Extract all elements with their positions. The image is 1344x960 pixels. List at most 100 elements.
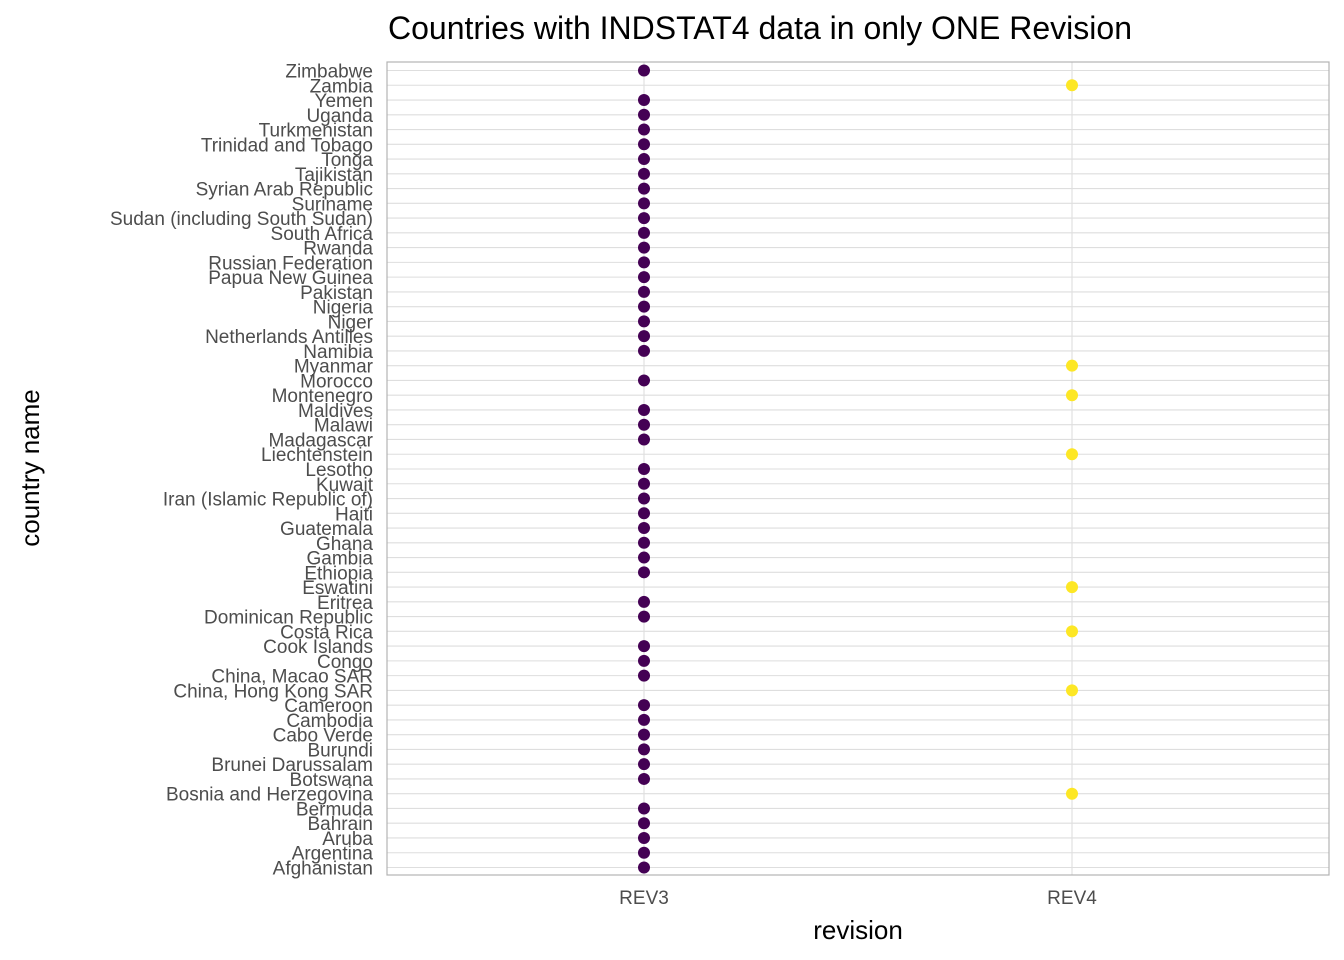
panel-border [386,61,1330,876]
data-points [638,64,1078,874]
data-point-rev3 [638,772,650,785]
data-point-rev4 [1066,581,1078,594]
y-tick-label: Gambia [306,549,373,570]
y-tick-label: Argentina [292,844,374,865]
x-axis-title: revision [813,915,903,945]
y-tick-labels: AfghanistanArgentinaArubaBahrainBermudaB… [110,62,374,880]
y-tick-label: Russian Federation [208,253,373,274]
data-point-rev3 [638,226,650,239]
data-point-rev3 [638,743,650,756]
data-point-rev4 [1066,359,1078,372]
y-axis-title: country name [15,389,45,547]
x-tick-label: REV4 [1047,888,1097,909]
data-point-rev3 [638,522,650,535]
y-tick-label: Syrian Arab Republic [196,180,373,201]
y-tick-label: Madagascar [268,430,373,451]
data-point-rev3 [638,256,650,269]
y-tick-label: Uganda [306,106,373,127]
y-tick-label: Afghanistan [273,859,373,880]
y-tick-label: Ghana [316,534,373,555]
y-tick-label: Morocco [300,371,373,392]
y-tick-label: Brunei Darussalam [211,755,373,776]
data-point-rev3 [638,182,650,195]
y-tick-label: Kuwait [316,475,374,496]
data-point-rev4 [1066,787,1078,800]
y-tick-label: China, Hong Kong SAR [173,681,373,702]
y-tick-label: Trinidad and Tobago [201,135,373,156]
y-tick-label: Lesotho [305,460,373,481]
y-tick-label: Bahrain [308,814,374,835]
data-point-rev3 [638,418,650,431]
data-point-rev3 [638,831,650,844]
data-point-rev3 [638,167,650,180]
y-tick-label: Montenegro [272,386,373,407]
y-tick-label: Bosnia and Herzegovina [166,785,373,806]
y-tick-label: Sudan (including South Sudan) [110,209,373,230]
data-point-rev4 [1066,684,1078,697]
y-tick-label: Burundi [308,740,374,761]
data-point-rev3 [638,654,650,667]
y-tick-label: Botswana [290,770,374,791]
data-point-rev3 [638,566,650,579]
data-point-rev4 [1066,625,1078,638]
y-tick-label: Maldives [298,401,373,422]
data-point-rev3 [638,802,650,815]
y-tick-label: Namibia [303,342,373,363]
data-point-rev3 [638,330,650,343]
data-point-rev3 [638,433,650,446]
data-point-rev3 [638,728,650,741]
data-point-rev3 [638,315,650,328]
data-point-rev3 [638,344,650,357]
data-point-rev3 [638,492,650,505]
data-point-rev3 [638,669,650,682]
data-point-rev3 [638,536,650,549]
data-point-rev3 [638,610,650,623]
data-point-rev3 [638,817,650,830]
data-point-rev3 [638,212,650,225]
y-tick-label: Congo [317,652,373,673]
y-tick-label: Cameroon [284,696,373,717]
data-point-rev3 [638,138,650,151]
y-tick-label: Iran (Islamic Republic of) [163,490,373,511]
y-tick-label: Pakistan [300,283,373,304]
y-tick-label: Cambodia [286,711,373,732]
data-point-rev3 [638,374,650,387]
y-tick-label: Cabo Verde [273,726,373,747]
data-point-rev3 [638,758,650,771]
grid-layer [387,62,1329,875]
data-point-rev3 [638,846,650,859]
data-point-rev3 [638,108,650,121]
y-tick-label: Niger [328,312,374,333]
data-point-rev3 [638,507,650,520]
data-point-rev3 [638,861,650,874]
x-tick-labels: REV3 REV4 [619,888,1097,909]
y-tick-label: Ethiopia [304,563,373,584]
data-point-rev3 [638,64,650,77]
data-point-rev3 [638,403,650,416]
data-point-rev3 [638,713,650,726]
y-tick-label: Bermuda [296,799,374,820]
data-point-rev3 [638,153,650,166]
y-tick-label: Zambia [310,76,374,97]
y-tick-label: Nigeria [313,298,374,319]
y-tick-label: Guatemala [280,519,373,540]
y-tick-label: Malawi [314,416,373,437]
data-point-rev3 [638,300,650,313]
data-point-rev3 [638,197,650,210]
data-point-rev3 [638,595,650,608]
y-tick-label: Yemen [315,91,373,112]
y-tick-label: Cook Islands [263,637,373,658]
x-tick-label: REV3 [619,888,669,909]
data-point-rev4 [1066,79,1078,92]
y-tick-label: Liechtenstein [261,445,373,466]
y-tick-label: Dominican Republic [204,608,373,629]
y-tick-label: China, Macao SAR [211,667,373,688]
y-tick-label: Aruba [322,829,373,850]
data-point-rev3 [638,241,650,254]
y-tick-label: Myanmar [294,357,374,378]
y-tick-label: Tajikistan [295,165,373,186]
y-tick-label: Haiti [335,504,373,525]
data-point-rev3 [638,271,650,284]
